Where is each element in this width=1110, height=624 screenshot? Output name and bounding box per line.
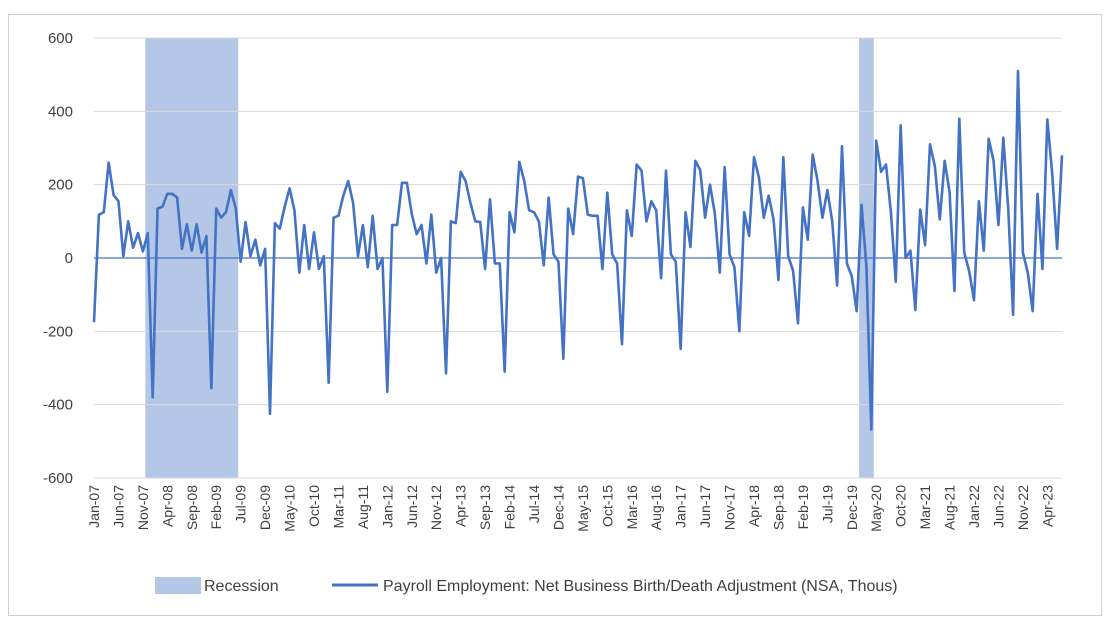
x-tick-label: Jul-19 [819, 485, 835, 523]
y-tick-label: 0 [65, 250, 73, 267]
x-tick-label: Nov-22 [1015, 485, 1031, 530]
x-tick-label: Dec-09 [257, 485, 273, 530]
x-tick-label: May-10 [282, 485, 298, 532]
y-axis: -600 -400 -200 0 200 400 600 [43, 30, 73, 487]
x-tick-label: Oct-15 [599, 485, 615, 527]
x-tick-label: Aug-16 [648, 485, 664, 530]
x-tick-label: Jan-22 [966, 485, 982, 528]
x-tick-label: Dec-19 [844, 485, 860, 530]
x-tick-label: Oct-20 [893, 485, 909, 527]
y-tick-label: -200 [43, 323, 73, 340]
legend-recession-label: Recession [204, 578, 279, 595]
y-tick-label: -400 [43, 397, 73, 414]
x-tick-label: Jul-14 [526, 485, 542, 523]
x-tick-label: Nov-17 [722, 485, 738, 530]
x-tick-label: Jun-07 [110, 485, 126, 528]
x-tick-label: Jan-07 [86, 485, 102, 528]
x-tick-label: Jun-17 [697, 485, 713, 528]
x-tick-label: Mar-21 [917, 485, 933, 530]
x-tick-label: Sep-13 [477, 485, 493, 530]
x-tick-label: Apr-08 [159, 485, 175, 527]
x-tick-label: May-20 [868, 485, 884, 532]
x-tick-label: Sep-18 [770, 485, 786, 530]
x-tick-label: Jan-17 [673, 485, 689, 528]
series-layer [92, 69, 1064, 431]
line-chart: -600 -400 -200 0 200 400 600 Jan-07 Jun-07 Nov-0… [43, 30, 1064, 595]
x-tick-label: Jun-12 [404, 485, 420, 528]
x-tick-label: Oct-10 [306, 485, 322, 527]
y-tick-label: 200 [48, 177, 73, 194]
x-tick-label: Feb-09 [208, 485, 224, 530]
series-line-birth-death-adjustment [92, 69, 1064, 431]
x-tick-label: Jul-09 [233, 485, 249, 523]
x-tick-label: Jan-12 [379, 485, 395, 528]
x-tick-label: Dec-14 [550, 485, 566, 530]
x-tick-label: Apr-13 [453, 485, 469, 527]
x-tick-label: Mar-11 [330, 485, 346, 529]
x-tick-label: Mar-16 [624, 485, 640, 530]
legend: Recession Payroll Employment: Net Busine… [155, 577, 898, 595]
x-tick-label: Apr-18 [746, 485, 762, 527]
chart-frame: -600 -400 -200 0 200 400 600 Jan-07 Jun-07 Nov-0… [8, 14, 1102, 616]
legend-recession-swatch [155, 577, 201, 594]
x-tick-label: Aug-11 [355, 485, 371, 529]
x-tick-label: Feb-19 [795, 485, 811, 530]
x-tick-label: May-15 [575, 485, 591, 532]
y-tick-label: -600 [43, 470, 73, 487]
gridlines [94, 37, 1062, 479]
x-tick-label: Nov-12 [428, 485, 444, 530]
y-tick-label: 600 [48, 30, 73, 47]
y-tick-label: 400 [48, 103, 73, 120]
x-tick-label: Aug-21 [942, 485, 958, 530]
x-tick-label: Nov-07 [135, 485, 151, 530]
x-tick-label: Apr-23 [1039, 485, 1055, 527]
x-axis: Jan-07 Jun-07 Nov-07 Apr-08 Sep-08 Feb-09 Jul-… [86, 485, 1055, 532]
x-tick-label: Sep-08 [184, 485, 200, 530]
x-tick-label: Jun-22 [990, 485, 1006, 528]
x-tick-label: Feb-14 [502, 485, 518, 530]
legend-series-label: Payroll Employment: Net Business Birth/D… [383, 578, 898, 595]
